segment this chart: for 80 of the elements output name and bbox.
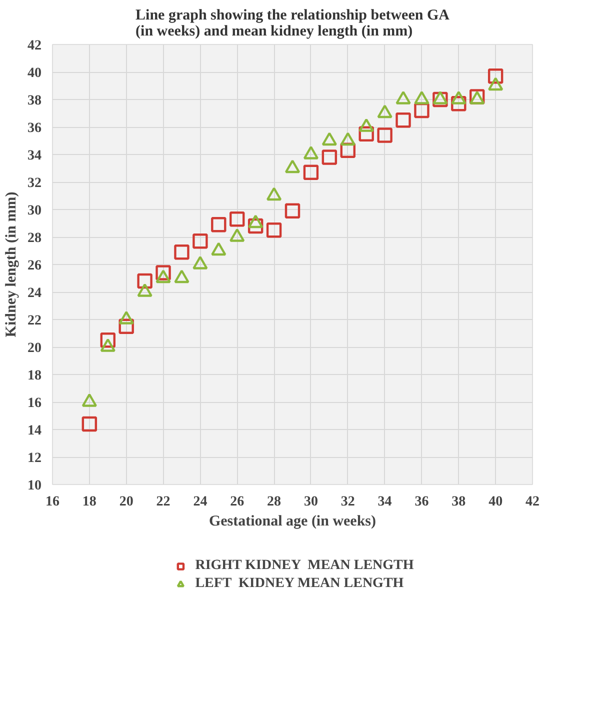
y-tick-label: 14 — [28, 424, 42, 438]
x-tick-label: 38 — [452, 494, 466, 510]
point — [100, 332, 116, 348]
point — [377, 128, 392, 143]
point — [340, 142, 356, 158]
point — [432, 92, 448, 108]
legend-label: LEFT KIDNEY MEAN LENGTH — [195, 576, 404, 592]
point — [451, 90, 466, 104]
point — [137, 273, 152, 289]
point — [358, 118, 374, 132]
x-tick-label: 32 — [340, 494, 355, 510]
y-axis-title: Kidney length (in mm) — [4, 192, 20, 338]
point — [303, 146, 319, 160]
y-tick-label: 18 — [28, 368, 42, 384]
x-tick-label: 30 — [304, 494, 318, 510]
point — [303, 164, 319, 180]
x-tick-label: 26 — [230, 494, 244, 510]
x-tick-label: 42 — [526, 494, 540, 510]
point — [377, 104, 392, 118]
point — [396, 90, 411, 104]
x-tick-label: 20 — [119, 494, 134, 510]
point — [118, 318, 134, 334]
y-tick-label: 26 — [28, 258, 42, 274]
y-tick-label: 20 — [28, 341, 42, 356]
point — [137, 283, 152, 297]
y-tick-label: 24 — [28, 286, 42, 301]
point — [174, 270, 190, 284]
x-tick-label: 24 — [193, 494, 208, 510]
point — [266, 187, 282, 201]
y-tick-label: 38 — [28, 94, 42, 108]
point — [322, 150, 338, 165]
point — [284, 160, 300, 174]
point — [156, 265, 171, 280]
point — [230, 228, 245, 242]
x-tick-label: 22 — [156, 494, 170, 510]
x-tick-label: 28 — [267, 494, 282, 510]
point — [358, 126, 374, 142]
point — [174, 244, 190, 260]
y-tick-label: 34 — [28, 148, 42, 164]
y-tick-label: 40 — [28, 66, 42, 81]
point — [230, 212, 245, 227]
y-tick-label: 16 — [28, 396, 42, 411]
point — [488, 68, 504, 84]
x-tick-label: 18 — [82, 494, 96, 510]
point — [432, 90, 448, 104]
chart-title: Line graph showing the relationship between GA (in weeks) and mean kidney length (in mm) — [136, 8, 450, 40]
y-tick-label: 10 — [28, 478, 42, 494]
y-tick-label: 30 — [28, 204, 42, 218]
x-tick-label: 36 — [414, 494, 429, 510]
point — [156, 270, 171, 284]
point — [248, 218, 264, 234]
point — [451, 96, 466, 112]
point — [414, 102, 430, 118]
point — [248, 214, 264, 228]
point — [322, 132, 338, 146]
point — [192, 234, 208, 249]
y-tick-label: 12 — [28, 451, 42, 466]
point — [211, 242, 226, 256]
legend-label: RIGHT KIDNEY MEAN LENGTH — [195, 558, 414, 574]
point — [488, 77, 504, 91]
y-tick-label: 28 — [28, 231, 42, 246]
point — [284, 203, 300, 218]
point — [192, 256, 208, 270]
x-tick-label: 34 — [378, 494, 392, 510]
point — [82, 393, 98, 407]
point — [340, 132, 356, 146]
x-tick-label: 16 — [46, 494, 60, 510]
y-tick-label: 22 — [28, 314, 42, 328]
point — [82, 416, 98, 432]
point — [414, 90, 430, 104]
point — [100, 338, 116, 352]
point — [211, 217, 226, 232]
point — [396, 112, 411, 128]
x-axis-title: Gestational age (in weeks) — [208, 514, 376, 530]
y-tick-label: 42 — [28, 38, 42, 54]
point — [118, 310, 134, 324]
point — [266, 222, 282, 238]
x-tick-label: 40 — [488, 494, 503, 510]
y-tick-label: 32 — [28, 176, 42, 191]
y-tick-label: 36 — [28, 121, 42, 136]
